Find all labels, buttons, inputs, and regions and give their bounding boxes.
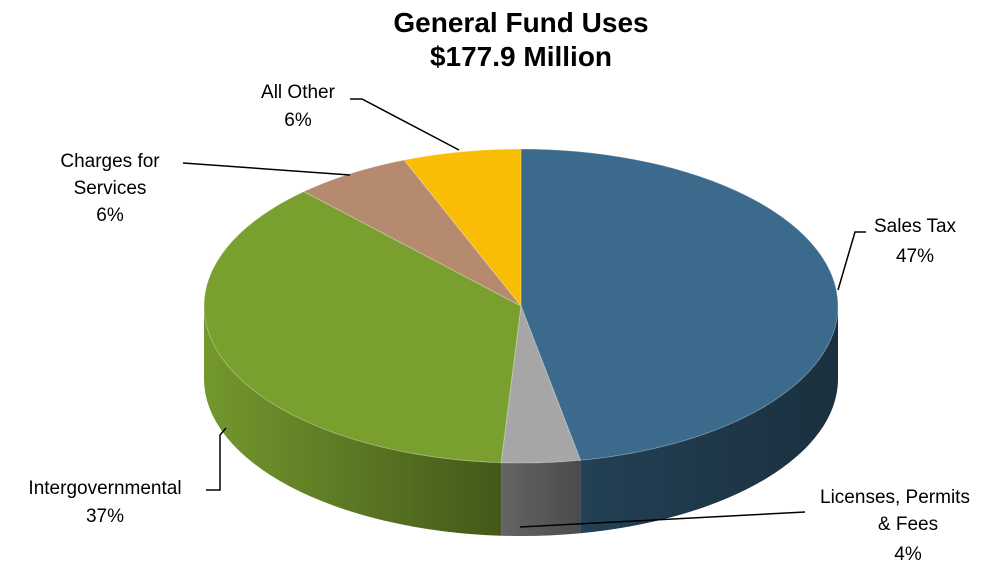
slice-label-all-other: All Other: [261, 82, 336, 103]
pie-slices: [203, 148, 839, 464]
pie-side-licenses-permits-fees: [501, 460, 581, 537]
leader-lines: [182, 98, 866, 528]
leader-line-all-other: [350, 98, 460, 151]
pie-sides: [203, 306, 838, 537]
pie-slice-charges-for-services: [302, 159, 522, 307]
chart-subtitle: $177.9 Million: [430, 41, 612, 72]
leader-line-intergovernmental: [206, 427, 227, 491]
slice-label-licenses-permits-fees-2: & Fees: [878, 514, 938, 535]
pie-side-sales-tax: [580, 306, 838, 534]
slice-label-charges-for-services-2: Services: [74, 178, 147, 199]
pie-side-intergovernmental: [203, 306, 502, 536]
slice-percent-intergovernmental: 37%: [86, 506, 124, 527]
pie-slice-sales-tax: [520, 148, 839, 461]
leader-line-sales-tax: [837, 231, 866, 291]
slice-percent-all-other: 6%: [284, 110, 312, 131]
pie-slice-licenses-permits-fees: [500, 305, 582, 464]
slice-labels: Sales Tax 47% Licenses, Permits & Fees 4% Int…: [28, 82, 970, 565]
leader-line-charges-for-services: [182, 162, 351, 176]
pie-slice-intergovernmental: [203, 190, 522, 464]
slice-percent-charges-for-services: 6%: [96, 205, 124, 226]
slice-label-sales-tax: Sales Tax: [874, 216, 957, 237]
slice-label-licenses-permits-fees-1: Licenses, Permits: [820, 487, 970, 508]
slice-percent-sales-tax: 47%: [896, 246, 934, 267]
leader-line-licenses-permits-fees: [519, 511, 806, 528]
slice-percent-licenses-permits-fees: 4%: [894, 544, 922, 565]
slice-label-intergovernmental: Intergovernmental: [28, 478, 181, 499]
chart-title: General Fund Uses: [393, 7, 648, 38]
pie-slice-all-other: [403, 148, 522, 308]
slice-label-charges-for-services-1: Charges for: [60, 151, 160, 172]
